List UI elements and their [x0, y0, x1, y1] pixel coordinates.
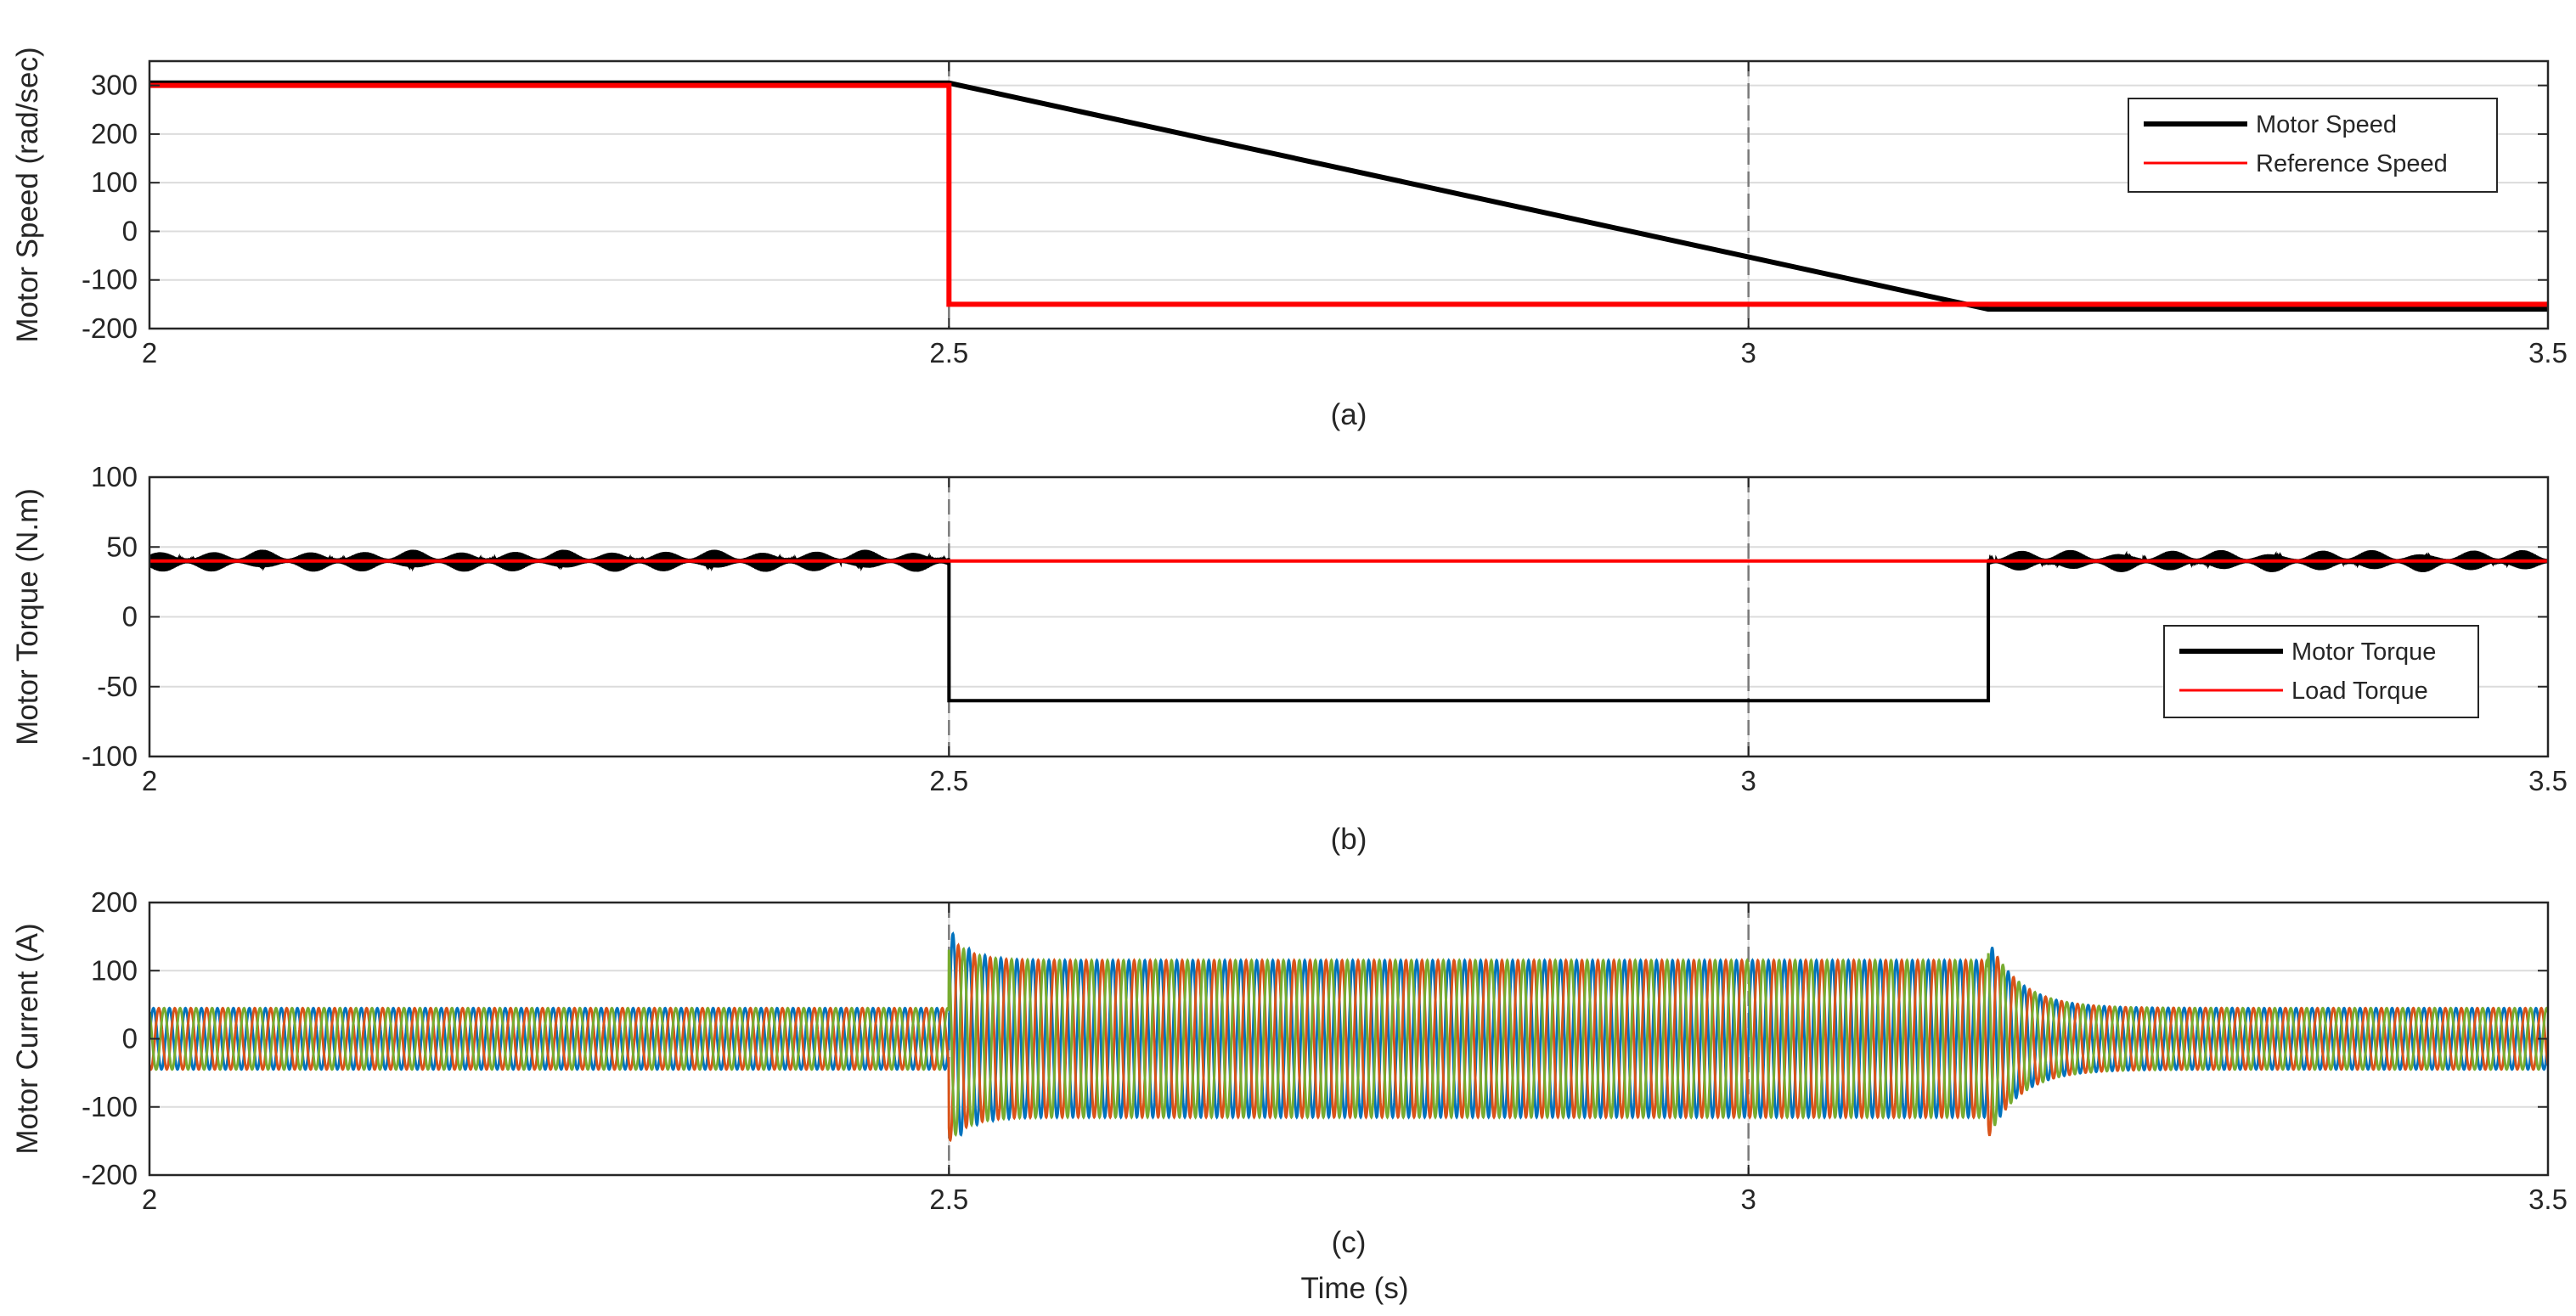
legend-entry: Motor Torque	[2291, 638, 2436, 666]
legend-box	[2128, 98, 2498, 193]
x-tick-label: 3	[1740, 337, 1756, 368]
y-tick-label: 100	[91, 954, 138, 986]
legend: Motor Torque Load Torque	[2163, 625, 2479, 718]
plot-area	[149, 931, 2548, 1143]
y-tick-label: -50	[97, 671, 138, 702]
legend: Motor Speed Reference Speed	[2128, 98, 2498, 193]
current-phase-3-line	[149, 947, 2548, 1137]
current-phase-1-line	[149, 931, 2548, 1137]
panel-c-motor-current: 2 2.5 3 3.5 -200 -100 0 100 200 Motor Current (A)…	[11, 886, 2568, 1259]
y-tick-label: 50	[106, 531, 138, 562]
y-axis-label: Motor Torque (N.m)	[11, 488, 44, 745]
panel-caption: (a)	[1331, 398, 1367, 431]
y-tick-label: -200	[82, 312, 138, 344]
y-axis-label: Motor Current (A)	[11, 923, 44, 1154]
panel-caption: (b)	[1331, 823, 1367, 856]
grid-lines	[149, 477, 2548, 756]
panel-a-motor-speed: 2 2.5 3 3.5 -200 -100 0 100 200 300 Motor Speed (r…	[11, 47, 2568, 431]
legend-box	[2163, 625, 2479, 718]
y-tick-label: 0	[122, 601, 138, 633]
y-tick-label: 200	[91, 886, 138, 918]
x-tick-label: 3	[1740, 765, 1756, 796]
y-tick-label: 100	[91, 461, 138, 492]
y-tick-label: 0	[122, 1023, 138, 1054]
x-tick-label: 2	[142, 1184, 157, 1215]
y-tick-label: -200	[82, 1159, 138, 1190]
x-tick-label: 2.5	[929, 337, 968, 368]
x-tick-label: 2	[142, 337, 157, 368]
panel-caption: (c)	[1332, 1226, 1367, 1259]
y-tick-label: 0	[122, 215, 138, 246]
figure-x-axis-label: Time (s)	[1300, 1272, 1408, 1305]
legend-entry: Reference Speed	[2256, 150, 2448, 177]
legend-entry: Load Torque	[2291, 678, 2428, 705]
y-tick-label: 300	[91, 70, 138, 101]
x-tick-label: 3.5	[2528, 1184, 2568, 1215]
y-axis-label: Motor Speed (rad/sec)	[11, 47, 44, 342]
legend-entry: Motor Speed	[2256, 111, 2397, 138]
reference-speed-line	[149, 82, 2548, 307]
y-tick-label: -100	[82, 264, 138, 295]
x-tick-label: 2.5	[929, 765, 968, 796]
y-tick-label: -100	[82, 740, 138, 772]
x-tick-label: 3.5	[2528, 765, 2568, 796]
y-tick-label: 200	[91, 118, 138, 149]
x-tick-label: 3.5	[2528, 337, 2568, 368]
current-phase-2-line	[149, 942, 2548, 1143]
plot-area	[149, 80, 2548, 312]
x-tick-label: 3	[1740, 1184, 1756, 1215]
y-tick-label: 100	[91, 166, 138, 198]
axes-box	[148, 59, 2550, 330]
x-tick-label: 2.5	[929, 1184, 968, 1215]
plot-area	[149, 549, 2548, 703]
panel-b-motor-torque: 2 2.5 3 3.5 -100 -50 0 50 100 Motor Torque (N.m) (…	[11, 461, 2568, 856]
y-tick-label: -100	[82, 1091, 138, 1122]
x-tick-label: 2	[142, 765, 157, 796]
